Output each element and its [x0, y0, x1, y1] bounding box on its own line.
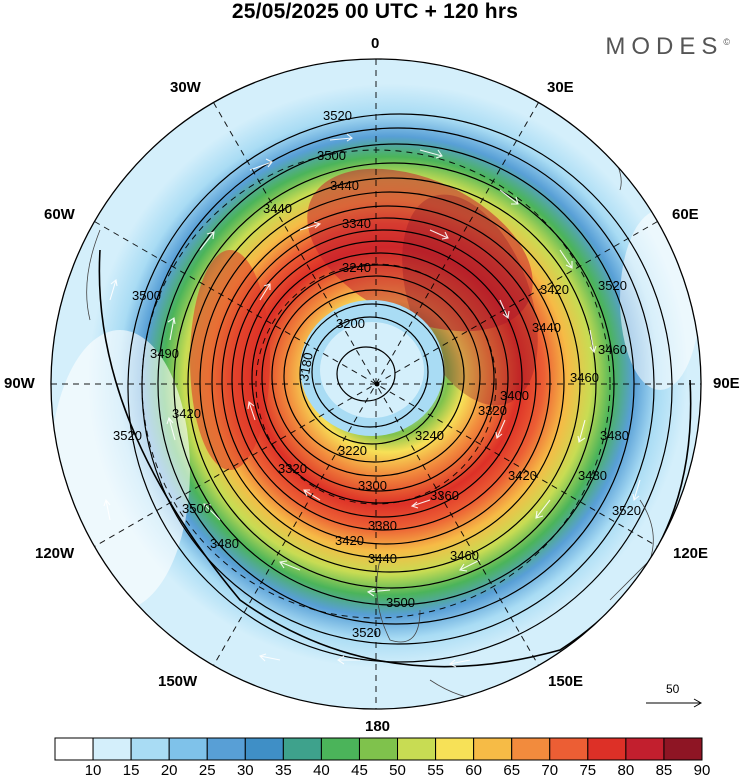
contour-label: 3460: [570, 370, 599, 385]
colorbar-label: 65: [503, 762, 521, 779]
contour-label: 3520: [113, 428, 142, 443]
colorbar-label: 10: [84, 762, 102, 779]
contour-label: 3500: [182, 501, 211, 516]
contour-label: 3200: [336, 316, 365, 331]
contour-label: 3480: [578, 468, 607, 483]
wind-vectors: [103, 133, 641, 668]
contour-label: 3420: [540, 282, 569, 297]
contour-label: 3520: [598, 278, 627, 293]
colorbar-label: 90: [693, 762, 711, 779]
contour-label: 3440: [532, 320, 561, 335]
pole-marker: [374, 381, 380, 387]
lon-label-30e: 30E: [547, 79, 574, 96]
brand-text: MODES: [605, 33, 724, 60]
contour-label: 3460: [598, 342, 627, 357]
lon-label-0: 0: [371, 35, 380, 52]
contour-label: 3380: [368, 518, 397, 533]
contour-label: 3460: [450, 548, 479, 563]
contour-label: 3420: [335, 533, 364, 548]
contour-label: 3320: [478, 403, 507, 418]
page-title: 25/05/2025 00 UTC + 120 hrs: [231, 0, 519, 23]
lon-label-150w: 150W: [158, 673, 198, 690]
reference-vector-label: 50: [666, 682, 680, 696]
contour-label: 3400: [500, 388, 529, 403]
contour-label: 3500: [317, 148, 346, 163]
colorbar-label: 40: [313, 762, 330, 779]
contour-label: 3520: [323, 108, 352, 123]
colorbar-label: 25: [198, 762, 216, 779]
contour-label: 3480: [210, 536, 239, 551]
map-border: [50, 58, 702, 710]
colorbar-label: 55: [427, 762, 444, 779]
contour-label: 3500: [386, 595, 415, 610]
contour-label: 3440: [263, 201, 292, 216]
lon-label-120e: 120E: [673, 545, 709, 562]
lon-label-180: 180: [365, 718, 391, 735]
colorbar-label: 15: [122, 762, 140, 779]
contour-label: 3240: [415, 428, 444, 443]
contour-label: 3240: [342, 260, 371, 275]
colorbar-label: 45: [351, 762, 368, 779]
colorbar-label: 85: [655, 762, 673, 779]
contour-label: 3500: [132, 288, 161, 303]
colorbar-label: 20: [160, 762, 178, 779]
contour-label: 3420: [172, 406, 201, 421]
colorbar-label: 60: [465, 762, 482, 779]
lon-label-90e: 90E: [713, 375, 740, 392]
contour-label: 3300: [358, 478, 387, 493]
contour-label: 3220: [338, 443, 367, 458]
lon-label-150e: 150E: [548, 673, 584, 690]
contour-label: 3340: [342, 216, 371, 231]
wind-speed-field: [51, 59, 701, 709]
contour-label: 3180: [296, 351, 316, 382]
lon-label-120w: 120W: [35, 545, 75, 562]
brand-logo: MODES©: [605, 33, 730, 61]
contour-label: 3480: [600, 428, 629, 443]
contour-label: 3360: [430, 488, 459, 503]
colorbar-label: 70: [541, 762, 559, 779]
lon-label-60e: 60E: [672, 206, 699, 223]
contour-label: 3440: [330, 178, 359, 193]
colorbar-label: 30: [236, 762, 254, 779]
reference-vector: [646, 698, 703, 708]
lon-label-30w: 30W: [170, 79, 201, 96]
contour-label: 3520: [612, 503, 641, 518]
contour-label: 3420: [508, 468, 537, 483]
colorbar-label: 75: [579, 762, 597, 779]
contour-label: 3440: [368, 551, 397, 566]
colorbar-label: 35: [275, 762, 292, 779]
brand-mark: ©: [723, 37, 730, 47]
lon-label-60w: 60W: [44, 206, 75, 223]
lon-label-90w: 90W: [4, 375, 35, 392]
colorbar-label: 80: [617, 762, 635, 779]
colorbar-label: 50: [389, 762, 406, 779]
contour-label: 3320: [278, 461, 307, 476]
contour-label: 3520: [352, 625, 381, 640]
contour-label-layer: 3520 3500 3440 3440 3340 3240 3200 3180 …: [113, 108, 641, 640]
contour-label: 3490: [150, 346, 179, 361]
